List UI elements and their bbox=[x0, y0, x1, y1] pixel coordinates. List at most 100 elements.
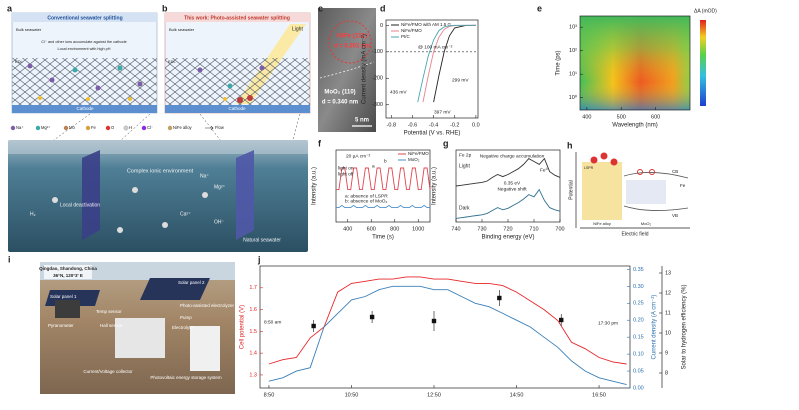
x-axis-label: Wavelength (nm) bbox=[612, 123, 657, 129]
label: Complex ionic environment bbox=[127, 168, 194, 174]
y-tick-label: 10³ bbox=[569, 25, 577, 31]
label: Solar panel 2 bbox=[178, 280, 205, 285]
legend-label: Mg²⁺ bbox=[41, 125, 50, 130]
legend-label: Cl⁻ bbox=[147, 125, 153, 130]
legend-label: O bbox=[111, 125, 115, 130]
y-tick-label: 0.15 bbox=[633, 335, 644, 341]
x-tick-label: -0.4 bbox=[429, 122, 438, 128]
y-tick-label: 11 bbox=[665, 310, 671, 316]
x-tick-label: -0.8 bbox=[387, 122, 396, 128]
legend-label: H bbox=[129, 125, 132, 130]
panel-label: g bbox=[443, 138, 449, 148]
label: Cathode bbox=[228, 106, 246, 111]
y-tick-label: 0.05 bbox=[633, 369, 644, 375]
legend-label: Fe bbox=[91, 125, 97, 130]
annotation: 17:30 pm bbox=[598, 320, 618, 326]
label: Fe bbox=[680, 183, 686, 188]
y-tick-label: 13 bbox=[665, 270, 671, 276]
label: Na⁺ bbox=[200, 173, 209, 179]
label: Current/Voltage collector bbox=[83, 369, 133, 374]
series-label: Dark bbox=[459, 205, 470, 211]
annotation: 436 mV bbox=[390, 89, 407, 95]
panel-label: c bbox=[318, 3, 323, 13]
series-line bbox=[455, 157, 561, 187]
legend-label: Pt/C bbox=[401, 34, 411, 39]
label: NiFe (111) bbox=[337, 33, 367, 40]
panel-label: f bbox=[318, 138, 322, 148]
y-tick-label: 1.4 bbox=[249, 351, 257, 357]
label: Cathode bbox=[76, 106, 94, 111]
x-tick-label: 500 bbox=[617, 114, 626, 120]
x-tick-label: 740 bbox=[451, 226, 460, 232]
legend-label: NiFe/FMO bbox=[401, 28, 422, 33]
series-line bbox=[455, 188, 561, 219]
point bbox=[431, 318, 437, 324]
x-tick-label: 730 bbox=[477, 226, 486, 232]
y-axis-label: Time (ps) bbox=[556, 50, 562, 75]
label: LSPR bbox=[584, 166, 594, 170]
label: NiFe alloy bbox=[593, 221, 611, 226]
panel-label: i bbox=[8, 254, 11, 264]
label: Photovoltaic energy storage system bbox=[150, 375, 222, 380]
label: Potential bbox=[568, 180, 574, 199]
x-axis-label: Binding energy (eV) bbox=[481, 235, 534, 241]
y-tick-label: 0 bbox=[380, 23, 383, 29]
series-line bbox=[336, 204, 430, 209]
label: Hall sensor bbox=[100, 323, 123, 328]
point bbox=[559, 317, 564, 323]
y-tick-label: 0.30 bbox=[633, 284, 644, 290]
label: MoO₂ bbox=[641, 221, 652, 226]
annotation: @ 100 mA cm⁻² bbox=[418, 44, 453, 50]
plot-frame bbox=[579, 15, 691, 111]
y-tick-label: 12 bbox=[665, 290, 671, 296]
label: Pump bbox=[180, 315, 192, 320]
annotation: a: absence of LSPR bbox=[345, 193, 388, 199]
x-tick-label: 720 bbox=[503, 226, 512, 232]
y-tick-label: 10² bbox=[569, 48, 577, 54]
label: Light bbox=[292, 26, 303, 32]
y3-axis-label: Solar to hydrogen efficiency (%) bbox=[682, 285, 688, 370]
label: EDL bbox=[15, 59, 24, 64]
label: Natural seawater bbox=[243, 237, 281, 243]
y-tick-label: 0.00 bbox=[633, 385, 644, 391]
panel-title: Conventional seawater splitting bbox=[47, 15, 122, 21]
series-line bbox=[268, 276, 627, 365]
colorbar-label: ΔA (mOD) bbox=[694, 8, 717, 14]
heatmap-shade bbox=[580, 16, 690, 110]
y-tick-label: 8 bbox=[665, 370, 668, 376]
panel-title: This work: Photo-assisted seawater split… bbox=[184, 15, 290, 21]
point bbox=[311, 323, 316, 329]
band-diagram bbox=[575, 152, 690, 229]
label: d = 0.202 nm bbox=[334, 44, 370, 50]
annotation: light off bbox=[338, 171, 354, 177]
panel-label: j bbox=[257, 254, 261, 264]
series-line bbox=[433, 24, 476, 103]
y-tick-label: -200 bbox=[372, 76, 383, 82]
legend-label: Na⁺ bbox=[16, 125, 24, 130]
x-axis-label: Potential (V vs. RHE) bbox=[404, 131, 461, 137]
y-tick-label: 1.3 bbox=[249, 372, 257, 378]
annotation: b: absence of MoO₂ bbox=[345, 198, 388, 204]
annotation: 397 mV bbox=[434, 109, 451, 115]
y-tick-label: 10⁰ bbox=[569, 94, 578, 101]
series-line bbox=[336, 167, 431, 191]
y-tick-label: 9 bbox=[665, 350, 668, 356]
y-tick-label: 1.6 bbox=[249, 307, 257, 313]
plot-frame bbox=[385, 19, 479, 119]
x-tick-label: 10:50 bbox=[345, 392, 359, 398]
panel-b-diagram bbox=[164, 12, 311, 114]
y-tick-label: 10¹ bbox=[569, 72, 577, 78]
colorbar bbox=[700, 20, 706, 106]
y-axis-label: Current density (mA cm⁻²) bbox=[362, 34, 368, 104]
annotation: Fe 2p bbox=[459, 152, 472, 158]
x-tick-label: -0.6 bbox=[408, 122, 417, 128]
annotation: light on bbox=[338, 165, 354, 171]
y-axis-label: Intensity (a.u.) bbox=[312, 167, 318, 205]
label: d = 0.340 nm bbox=[322, 100, 358, 106]
y-tick-label: 0.20 bbox=[633, 318, 644, 324]
label: MoO₂ (110) bbox=[324, 90, 355, 96]
annotation: 20 µA cm⁻² bbox=[346, 153, 371, 159]
panel-label: h bbox=[567, 140, 573, 150]
legend-label: NiFe/FMO with AM 1.5 G bbox=[401, 22, 452, 27]
